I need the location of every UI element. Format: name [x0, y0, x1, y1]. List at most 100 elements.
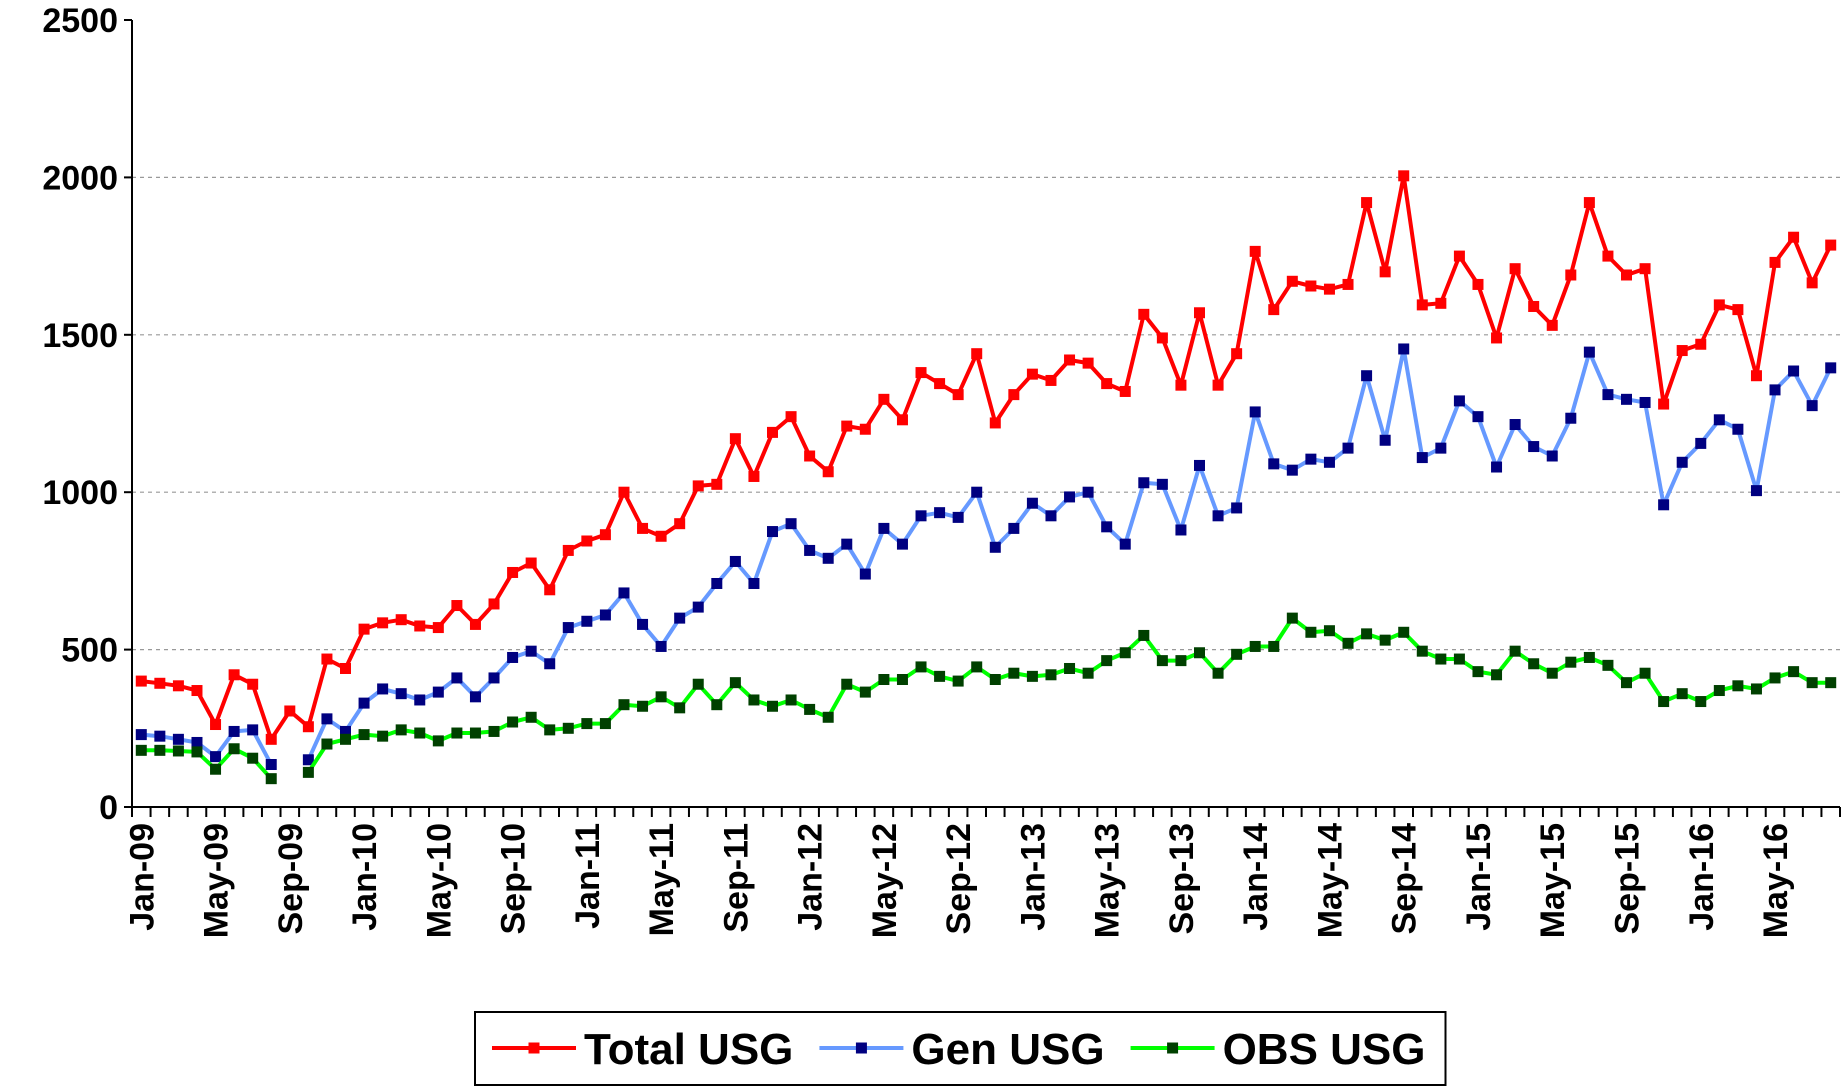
data-point: [1639, 667, 1651, 679]
data-point: [637, 522, 649, 534]
data-point: [172, 733, 184, 745]
legend-marker: [855, 1042, 867, 1054]
data-point: [934, 670, 946, 682]
data-point: [210, 751, 222, 763]
data-point: [358, 623, 370, 635]
data-point: [1435, 297, 1447, 309]
data-point: [1286, 612, 1298, 624]
x-tick-label: Sep-09: [272, 823, 310, 935]
data-point: [785, 518, 797, 530]
data-point: [748, 470, 760, 482]
data-point: [544, 584, 556, 596]
data-point: [1416, 452, 1428, 464]
data-point: [804, 544, 816, 556]
x-tick-label: Jan-09: [123, 823, 161, 931]
data-point: [637, 618, 649, 630]
data-point: [525, 645, 537, 657]
data-point: [1416, 299, 1428, 311]
data-point: [1435, 442, 1447, 454]
data-point: [1621, 269, 1632, 281]
data-point: [971, 661, 983, 673]
data-point: [748, 694, 760, 706]
data-point: [1212, 510, 1224, 522]
legend-label: Total USG: [584, 1025, 793, 1074]
data-point: [1323, 456, 1335, 468]
data-point: [692, 480, 704, 492]
data-point: [154, 744, 166, 756]
data-point: [767, 526, 778, 538]
data-point: [655, 640, 667, 652]
data-point: [247, 752, 259, 764]
data-point: [228, 743, 240, 755]
data-point: [525, 557, 537, 569]
data-point: [1509, 645, 1521, 657]
data-point: [1194, 647, 1205, 659]
data-point: [952, 675, 964, 687]
data-point: [321, 653, 333, 665]
data-point: [1491, 332, 1503, 344]
data-point: [1138, 629, 1150, 641]
data-point: [1583, 346, 1595, 358]
data-point: [284, 705, 296, 717]
data-point: [1268, 458, 1280, 470]
data-point: [247, 724, 259, 736]
data-point: [859, 686, 871, 698]
data-point: [191, 685, 203, 697]
data-point: [1825, 362, 1837, 374]
data-point: [711, 478, 723, 490]
data-point: [711, 699, 723, 711]
data-point: [1788, 666, 1800, 678]
data-point: [822, 711, 834, 723]
data-point: [581, 535, 593, 547]
data-point: [599, 529, 611, 541]
data-point: [1119, 538, 1131, 550]
data-point: [1379, 266, 1391, 278]
data-point: [841, 678, 853, 690]
data-point: [1491, 669, 1503, 681]
data-point: [1064, 662, 1076, 674]
data-point: [934, 507, 946, 519]
data-point: [915, 510, 927, 522]
data-point: [1212, 667, 1224, 679]
data-point: [1379, 634, 1391, 646]
data-point: [1305, 453, 1317, 465]
data-point: [1639, 263, 1651, 275]
data-point: [1305, 280, 1317, 292]
data-point: [1361, 197, 1373, 209]
data-point: [1825, 677, 1837, 689]
series-line: [141, 173, 1833, 742]
data-point: [1342, 442, 1354, 454]
data-point: [507, 566, 519, 578]
data-point: [1453, 250, 1465, 262]
data-point: [1695, 338, 1707, 350]
data-point: [989, 541, 1001, 553]
data-point: [1361, 628, 1373, 640]
data-point: [896, 674, 908, 686]
legend-marker: [528, 1042, 540, 1054]
data-point: [1361, 370, 1373, 382]
x-tick-label: Sep-11: [717, 823, 755, 933]
data-point: [1806, 400, 1818, 412]
legend-label: Gen USG: [911, 1025, 1104, 1074]
x-tick-label: Jan-16: [1683, 823, 1721, 931]
data-point: [1528, 441, 1540, 453]
data-point: [340, 662, 351, 674]
data-point: [247, 678, 259, 690]
x-tick-label: Jan-15: [1460, 823, 1498, 931]
data-point: [1156, 478, 1168, 490]
data-point: [1249, 245, 1261, 257]
data-point: [488, 725, 500, 737]
data-point: [1732, 304, 1744, 316]
data-point: [1026, 670, 1038, 682]
data-point: [915, 661, 927, 673]
data-point: [1658, 696, 1670, 708]
data-point: [1045, 510, 1057, 522]
data-point: [618, 699, 630, 711]
data-point: [971, 486, 983, 498]
data-point: [191, 736, 203, 748]
data-point: [1119, 385, 1131, 397]
data-point: [1695, 696, 1707, 708]
data-point: [1676, 345, 1688, 357]
data-point: [1119, 647, 1131, 659]
y-tick-label: 2500: [42, 2, 118, 40]
